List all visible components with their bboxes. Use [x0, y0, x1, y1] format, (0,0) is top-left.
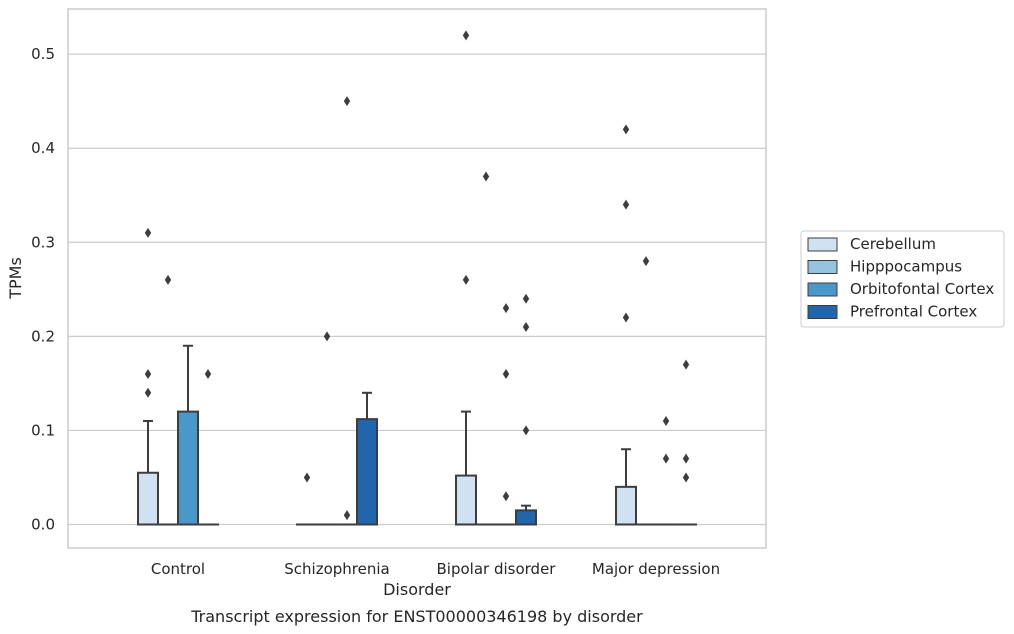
legend-item: Hipppocampus	[807, 258, 962, 276]
box-prefrontal-cortex	[515, 504, 537, 526]
box-rect	[356, 418, 378, 526]
legend-swatch	[807, 260, 838, 274]
outlier-point	[482, 171, 490, 182]
box-rect	[137, 471, 159, 526]
chart-caption: Transcript expression for ENST0000034619…	[190, 607, 643, 626]
outlier-point	[682, 453, 690, 464]
boxes	[137, 344, 697, 526]
outlier-point	[462, 274, 470, 285]
outlier-point	[522, 293, 530, 304]
box-rect	[177, 410, 199, 526]
x-tick-label: Bipolar disorder	[437, 560, 557, 578]
legend-item: Prefrontal Cortex	[807, 303, 977, 321]
outlier-point	[303, 472, 311, 483]
legend-swatch	[807, 282, 838, 297]
legend: Cerebellum Hipppocampus Orbitofontal Corte…	[800, 230, 1005, 328]
outlier-point	[144, 227, 152, 238]
x-axis-title: Disorder	[383, 580, 451, 599]
box-cerebellum	[615, 448, 637, 526]
y-tick-label: 0.3	[31, 233, 55, 251]
outlier-point	[522, 425, 530, 436]
outlier-point	[682, 359, 690, 370]
outlier-point	[662, 453, 670, 464]
grid-lines	[68, 53, 766, 526]
outlier-point	[682, 472, 690, 483]
x-tick-label: Control	[151, 560, 205, 578]
legend-frame	[800, 230, 1005, 328]
outlier-point	[622, 312, 630, 323]
y-axis-ticks: 0.0 0.1 0.2 0.3 0.4 0.5	[31, 45, 55, 533]
outlier-point	[144, 387, 152, 398]
outlier-point	[144, 368, 152, 379]
outlier-point	[622, 124, 630, 135]
outlier-point	[622, 199, 630, 210]
outlier-point	[502, 368, 510, 379]
y-tick-label: 0.0	[31, 515, 55, 533]
legend-item: Cerebellum	[807, 235, 936, 253]
outlier-point	[502, 303, 510, 314]
box-prefrontal-cortex	[356, 391, 378, 526]
outlier-point	[502, 491, 510, 502]
box-cerebellum	[455, 410, 477, 526]
outlier-point	[323, 331, 331, 342]
outlier-point	[462, 30, 470, 41]
x-tick-label: Major depression	[592, 560, 720, 578]
legend-item: Orbitofontal Cortex	[807, 280, 994, 298]
outliers	[144, 30, 690, 521]
legend-label: Prefrontal Cortex	[850, 303, 977, 321]
outlier-point	[642, 256, 650, 267]
outlier-point	[662, 416, 670, 427]
y-tick-label: 0.4	[31, 139, 55, 157]
legend-label: Orbitofontal Cortex	[850, 280, 994, 298]
outlier-point	[164, 274, 172, 285]
legend-swatch	[807, 237, 838, 252]
y-tick-label: 0.1	[31, 421, 55, 439]
outlier-point	[343, 96, 351, 107]
legend-swatch	[807, 305, 838, 319]
x-axis-ticks: Control Schizophrenia Bipolar disorder Majo…	[151, 560, 720, 578]
y-tick-label: 0.5	[31, 45, 55, 63]
y-tick-label: 0.2	[31, 327, 55, 345]
box-rect	[515, 509, 537, 526]
legend-label: Cerebellum	[850, 235, 936, 253]
x-tick-label: Schizophrenia	[284, 560, 389, 578]
outlier-point	[204, 368, 212, 379]
box-orbitofontal-cortex	[177, 344, 199, 526]
outlier-point	[343, 510, 351, 521]
box-rect	[455, 474, 477, 526]
outlier-point	[522, 321, 530, 332]
plot-frame	[67, 8, 767, 549]
legend-label: Hipppocampus	[850, 258, 962, 276]
box-rect	[615, 485, 637, 526]
y-axis-title: TPMs	[6, 257, 25, 300]
box-cerebellum	[137, 420, 159, 526]
